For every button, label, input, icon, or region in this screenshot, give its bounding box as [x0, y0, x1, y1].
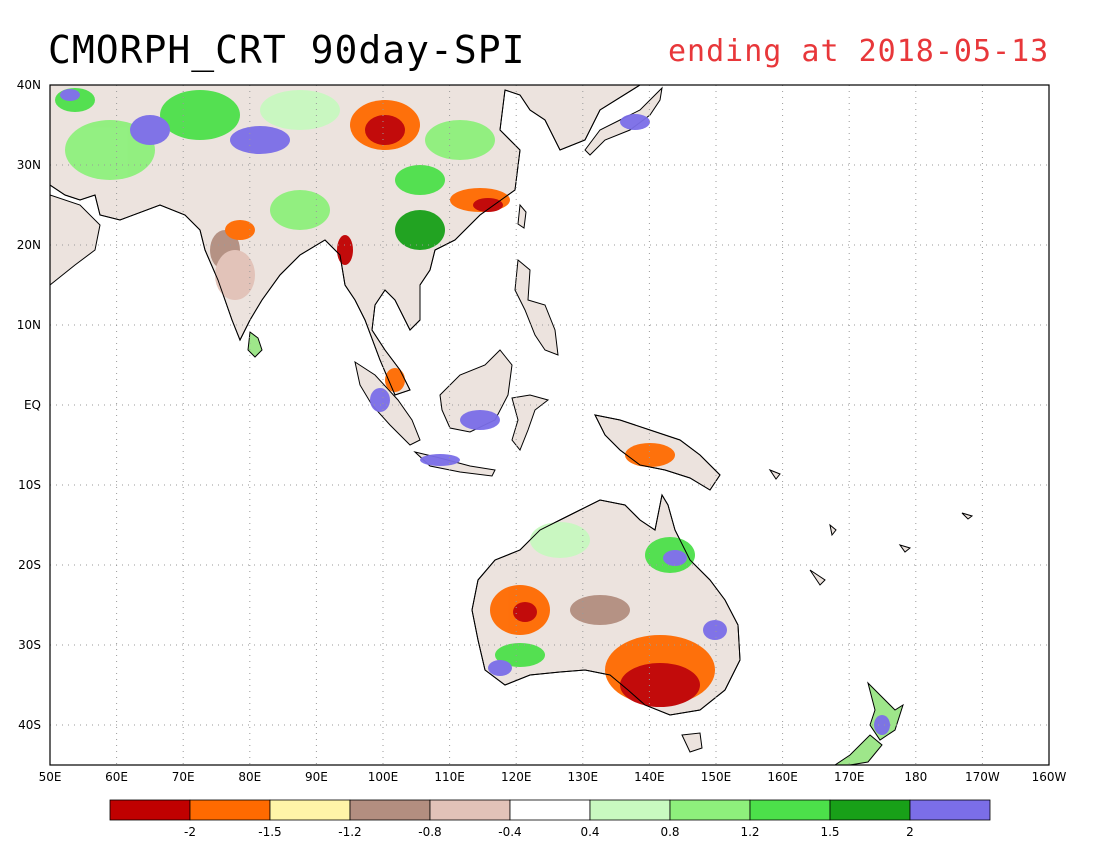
legend-swatch	[509, 799, 591, 821]
legend-swatch	[669, 799, 751, 821]
legend-colorbar: -2 -1.5 -1.2 -0.8 -0.4 0.4 0.8 1.2 1.5 2	[109, 799, 991, 839]
lat-label: 40N	[17, 78, 41, 92]
lat-label: EQ	[24, 398, 41, 412]
lon-label: 170E	[834, 770, 865, 784]
lat-label: 20S	[18, 558, 41, 572]
legend-label: -2	[184, 825, 196, 839]
lat-label: 20N	[17, 238, 41, 252]
legend-label: 0.8	[660, 825, 679, 839]
legend-swatch	[909, 799, 991, 821]
lon-label: 120E	[501, 770, 532, 784]
lon-label: 130E	[568, 770, 599, 784]
legend-swatch	[829, 799, 911, 821]
tasmania-landmass	[681, 732, 703, 753]
lon-label: 180	[904, 770, 927, 784]
philippines-landmass	[514, 259, 559, 356]
taiwan-landmass	[517, 203, 527, 229]
lon-label: 160W	[1032, 770, 1067, 784]
coastlines	[50, 85, 741, 716]
lon-label: 150E	[701, 770, 732, 784]
nz-south-landmass	[834, 734, 883, 765]
legend-swatch	[189, 799, 271, 821]
lon-label: 170W	[965, 770, 1000, 784]
borneo-landmass	[439, 349, 513, 433]
legend-label: 2	[906, 825, 914, 839]
lon-label: 100E	[368, 770, 399, 784]
map-frame	[49, 84, 1050, 766]
spi-shading	[55, 88, 890, 735]
lon-label: 90E	[305, 770, 328, 784]
lat-label: 30N	[17, 158, 41, 172]
legend-label: 1.2	[740, 825, 759, 839]
legend-swatch	[269, 799, 351, 821]
lon-axis-labels: 50E 60E 70E 80E 90E 100E 110E 120E 130E 140E 150E 1…	[39, 770, 1067, 784]
legend-label: 0.4	[580, 825, 599, 839]
legend-swatch	[589, 799, 671, 821]
legend-swatch	[349, 799, 431, 821]
lon-label: 80E	[238, 770, 261, 784]
legend-swatch	[429, 799, 511, 821]
lat-label: 10S	[18, 478, 41, 492]
legend-label: 1.5	[820, 825, 839, 839]
lat-axis-labels: 40N 30N 20N 10N EQ 10S 20S 30S 40S	[17, 78, 41, 732]
pacific-islands	[768, 468, 974, 586]
legend-label: -1.2	[338, 825, 361, 839]
lon-label: 60E	[105, 770, 128, 784]
map-date-subtitle: ending at 2018-05-13	[668, 34, 1050, 69]
srilanka-landmass	[247, 331, 263, 358]
legend-label: -0.4	[498, 825, 521, 839]
lon-label: 140E	[634, 770, 665, 784]
legend-label: -1.5	[258, 825, 281, 839]
lon-label: 50E	[39, 770, 62, 784]
lon-label: 70E	[172, 770, 195, 784]
arabia-landmass	[50, 194, 101, 286]
lat-label: 10N	[17, 318, 41, 332]
legend-swatch	[109, 799, 191, 821]
sulawesi-landmass	[511, 394, 550, 451]
lat-label: 40S	[18, 718, 41, 732]
lon-label: 160E	[767, 770, 798, 784]
lat-label: 30S	[18, 638, 41, 652]
legend-label: -0.8	[418, 825, 441, 839]
legend-swatch	[749, 799, 831, 821]
map-title: CMORPH_CRT 90day-SPI	[48, 28, 526, 72]
lon-label: 110E	[434, 770, 465, 784]
